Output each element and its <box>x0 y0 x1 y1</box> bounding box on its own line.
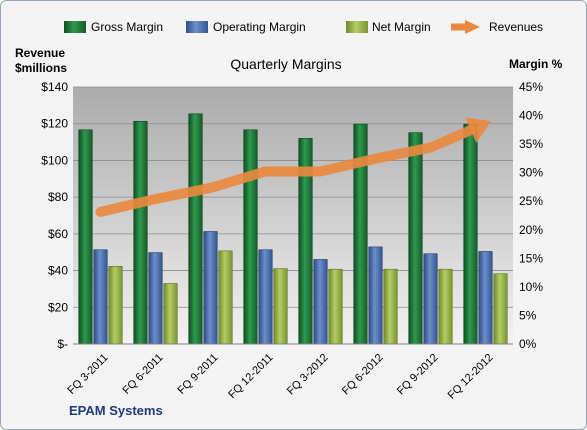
bar-net-margin-3 <box>273 268 288 345</box>
legend-swatch-operating-margin <box>186 21 208 33</box>
bar-gross-margin-6 <box>408 132 423 345</box>
bar-net-margin-1 <box>163 283 178 345</box>
bar-gross-margin-1 <box>133 120 148 345</box>
left-axis-title-line2: $millions <box>15 61 67 75</box>
bar-operating-margin-2 <box>203 231 218 345</box>
bar-operating-margin-5 <box>368 246 383 345</box>
bar-gross-margin-7 <box>463 123 478 345</box>
right-tick-label-1: 5% <box>519 308 537 322</box>
bar-net-margin-6 <box>438 268 453 345</box>
right-tick-label-9: 45% <box>519 80 543 94</box>
x-tick-label-5: FQ 6-2012 <box>340 352 386 398</box>
bar-operating-margin-6 <box>423 253 438 345</box>
legend-label-net-margin: Net Margin <box>372 20 431 34</box>
bar-operating-margin-0 <box>93 249 108 345</box>
bar-operating-margin-1 <box>148 252 163 345</box>
bar-net-margin-7 <box>493 273 508 345</box>
left-axis-title-line1: Revenue <box>15 46 65 60</box>
x-tick-label-4: FQ 3-2012 <box>285 352 331 398</box>
right-axis-title: Margin % <box>509 57 563 71</box>
bar-net-margin-4 <box>328 268 343 345</box>
bar-gross-margin-3 <box>243 129 258 345</box>
legend-swatch-net-margin <box>346 21 368 33</box>
chart-title: Quarterly Margins <box>230 56 341 72</box>
right-tick-label-4: 20% <box>519 223 543 237</box>
bar-gross-margin-0 <box>78 129 93 345</box>
legend-swatch-gross-margin <box>64 21 86 33</box>
right-tick-label-8: 40% <box>519 109 543 123</box>
bar-operating-margin-7 <box>478 251 493 345</box>
x-tick-label-0: FQ 3-2011 <box>66 352 111 397</box>
right-tick-label-5: 25% <box>519 194 543 208</box>
legend-item-operating-margin: Operating Margin <box>186 20 306 34</box>
bar-gross-margin-2 <box>188 113 203 345</box>
company-label: EPAM Systems <box>69 403 163 418</box>
left-tick-label-3: $60 <box>48 227 68 241</box>
legend-label-revenues: Revenues <box>489 20 543 34</box>
legend-item-revenues: Revenues <box>451 20 543 34</box>
right-tick-label-0: 0% <box>519 337 537 351</box>
right-tick-label-3: 15% <box>519 251 543 265</box>
x-tick-label-7: FQ 12-2012 <box>446 352 496 402</box>
revenues-arrowhead <box>465 117 492 143</box>
x-tick-label-1: FQ 6-2011 <box>121 352 166 397</box>
legend: Gross Margin Operating Margin Net Margin… <box>64 20 543 34</box>
bar-net-margin-2 <box>218 250 233 345</box>
bar-operating-margin-3 <box>258 249 273 345</box>
x-tick-label-3: FQ 12-2011 <box>226 352 275 401</box>
left-tick-label-6: $120 <box>41 117 68 131</box>
right-tick-label-7: 35% <box>519 137 543 151</box>
legend-label-gross-margin: Gross Margin <box>91 20 163 34</box>
x-tick-label-2: FQ 9-2011 <box>176 352 221 397</box>
left-tick-label-5: $100 <box>41 153 68 167</box>
left-tick-label-1: $20 <box>48 300 68 314</box>
right-tick-label-6: 30% <box>519 166 543 180</box>
x-tick-label-6: FQ 9-2012 <box>395 352 441 398</box>
right-tick-label-2: 10% <box>519 280 543 294</box>
legend-arrowhead-revenues <box>465 20 480 34</box>
left-tick-label-2: $40 <box>48 264 68 278</box>
left-tick-label-7: $140 <box>41 80 68 94</box>
legend-label-operating-margin: Operating Margin <box>213 20 306 34</box>
bar-operating-margin-4 <box>313 259 328 345</box>
plot-area: $- $20 $40 $60 $80 $100 $120 $140 0% 5% 10% 15% 20% 2… <box>41 80 543 402</box>
legend-item-gross-margin: Gross Margin <box>64 20 163 34</box>
bar-net-margin-0 <box>108 266 123 345</box>
left-tick-label-0: $- <box>57 337 68 351</box>
revenues-line <box>95 125 476 217</box>
left-tick-label-4: $80 <box>48 190 68 204</box>
bar-net-margin-5 <box>383 268 398 345</box>
legend-item-net-margin: Net Margin <box>346 20 431 34</box>
